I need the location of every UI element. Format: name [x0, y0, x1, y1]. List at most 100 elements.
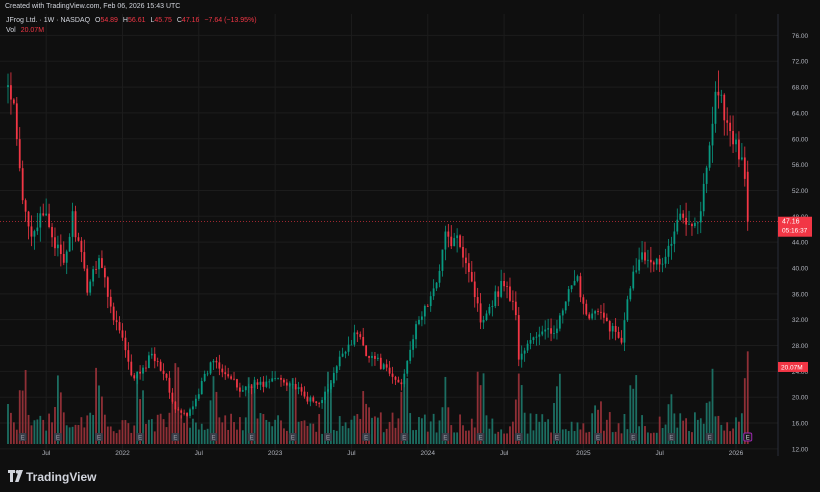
volume-bar — [620, 433, 623, 444]
candle-body — [688, 223, 690, 225]
candle-body — [597, 311, 599, 312]
volume-bar — [83, 427, 86, 444]
volume-bar — [306, 425, 309, 444]
candle-body — [570, 285, 573, 290]
volume-bar — [124, 420, 127, 444]
earnings-badge-letter: E — [479, 436, 483, 442]
candle-body — [280, 377, 282, 380]
candle-body — [652, 262, 655, 265]
price-tick-label: 12.00 — [792, 446, 809, 453]
symbol-title[interactable]: JFrog Ltd. · 1W · NASDAQ — [6, 17, 91, 24]
price-chart[interactable]: E E E E E E E E E E E E E E E E E E E E 76.00 72.00 68.00 64.0… — [0, 0, 820, 464]
volume-bar — [227, 429, 230, 444]
high-value: 56.61 — [127, 17, 146, 24]
candle-body — [491, 306, 494, 307]
earnings-badge-icon — [441, 433, 450, 441]
candle-body — [699, 211, 702, 223]
candle-body — [450, 236, 453, 247]
volume-bar — [705, 402, 708, 444]
candle-body — [470, 271, 473, 282]
volume-bar — [312, 423, 315, 444]
candle-body — [620, 337, 623, 343]
volume-bar — [403, 380, 406, 444]
volume-bar — [309, 423, 312, 444]
volume-bar — [673, 413, 676, 444]
volume-bar — [699, 418, 702, 444]
price-axis[interactable]: 76.0072.0068.0064.0060.0056.0052.0048.00… — [792, 33, 809, 454]
candle-body — [723, 94, 726, 121]
time-tick-label: Jul — [195, 450, 204, 457]
candle-body — [456, 235, 459, 239]
tradingview-logo-icon[interactable] — [8, 470, 24, 482]
candle-body — [215, 360, 218, 363]
candle-body — [738, 139, 740, 160]
candle-body — [423, 305, 426, 317]
candle-body — [673, 231, 676, 244]
price-tick-label: 72.00 — [792, 59, 809, 66]
volume-bar — [641, 415, 643, 444]
volume-bar — [444, 376, 447, 444]
volume-bar — [335, 430, 338, 444]
candle-body — [285, 382, 288, 386]
volume-bar — [171, 399, 174, 444]
volume-bar — [585, 432, 588, 444]
time-axis[interactable]: Jul 2022 Jul 2023 Jul 2024 Jul 2025 Jul 2026 — [42, 450, 744, 457]
volume-bar — [400, 391, 403, 444]
volume-bar — [244, 417, 247, 444]
volume-bar — [503, 433, 505, 444]
earnings-badge-icon — [247, 433, 256, 441]
candle-body — [300, 387, 303, 392]
earnings-badge-icon — [629, 433, 638, 441]
volume-bar — [679, 413, 682, 444]
volume-bar — [738, 421, 740, 444]
volume-bar — [664, 424, 667, 444]
volume-bar — [98, 385, 100, 444]
candle-body — [605, 317, 608, 322]
volume-bar — [652, 432, 655, 444]
volume-bar — [288, 382, 291, 444]
earnings-badge-letter: E — [173, 436, 177, 442]
candle-body — [617, 331, 620, 338]
candle-body — [80, 240, 83, 253]
time-tick-label: Jul — [42, 450, 51, 457]
price-tag-box — [778, 216, 812, 237]
volume-bar — [526, 433, 529, 444]
earnings-badge-letter: E — [443, 436, 447, 442]
candle-body — [594, 311, 596, 314]
volume-bar — [30, 425, 33, 444]
candle-body — [740, 157, 743, 160]
price-tick-label: 28.00 — [792, 343, 809, 350]
candle-body — [391, 373, 394, 377]
candle-body — [444, 231, 447, 250]
volume-bar — [397, 418, 400, 444]
candle-body — [467, 263, 470, 272]
candle-body — [500, 280, 503, 297]
volume-bar — [608, 412, 611, 444]
volume-bar — [180, 415, 183, 444]
price-tick-label: 68.00 — [792, 85, 809, 92]
volume-bar — [591, 413, 594, 444]
candle-body — [153, 353, 156, 362]
volume-label[interactable]: Vol — [6, 27, 16, 34]
earnings-badge-icon — [209, 433, 218, 441]
candle-body — [667, 245, 670, 257]
candle-body — [658, 258, 661, 265]
candle-body — [362, 336, 365, 346]
volume-bar — [106, 426, 109, 444]
candle-body — [39, 213, 42, 228]
volume-bar — [649, 433, 652, 444]
candle-body — [98, 258, 100, 270]
volume-bar — [103, 414, 106, 444]
candle-body — [83, 252, 86, 269]
candle-body — [324, 391, 326, 401]
candle-body — [118, 322, 121, 331]
time-tick-label: Jul — [347, 450, 356, 457]
volume-bar — [74, 424, 77, 444]
candle-body — [265, 381, 268, 387]
candle-body — [509, 286, 511, 301]
tradingview-brand[interactable]: TradingView — [26, 470, 97, 484]
earnings-badge-letter: E — [21, 436, 25, 442]
volume-bar — [576, 422, 579, 444]
volume-bar — [362, 391, 365, 444]
candle-body — [503, 280, 505, 287]
